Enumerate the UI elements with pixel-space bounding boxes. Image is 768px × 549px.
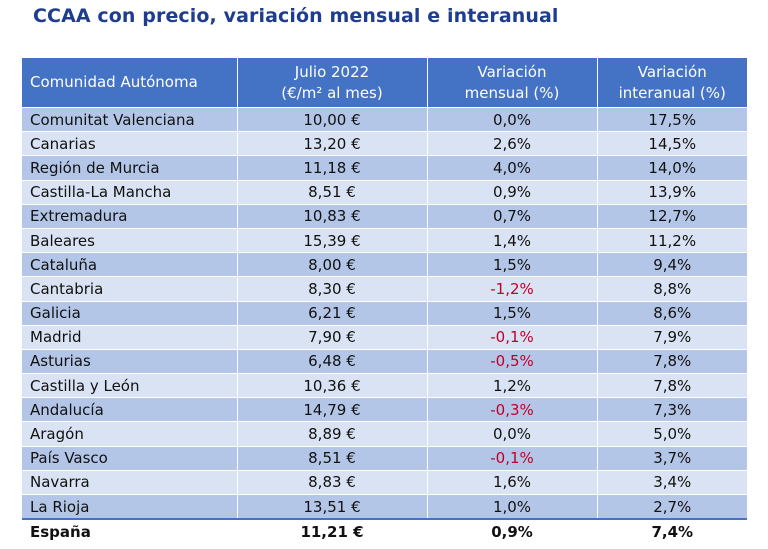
region-cell: Madrid <box>22 324 238 350</box>
region-cell: Galicia <box>22 300 238 326</box>
table-row: Canarias 13,20 €2,6% 14,5% <box>22 131 747 156</box>
ccaa-price-table: Comunidad Autónoma Julio 2022 (€/m² al me… <box>22 58 747 544</box>
monthly-cell: 1,6% <box>427 469 598 495</box>
table-row: Cantabria 8,30 € -1,2% 8,8% <box>22 276 747 301</box>
header-price: Julio 2022 (€/m² al mes) <box>237 58 428 108</box>
region-cell: Cataluña <box>22 252 238 277</box>
monthly-cell: 0,0% <box>427 421 598 447</box>
region-cell: Región de Murcia <box>22 155 238 181</box>
price-cell: 8,00 € <box>237 252 428 277</box>
monthly-cell: 4,0% <box>427 155 598 181</box>
monthly-cell: 1,0% <box>427 494 598 520</box>
table-row: Castilla-La Mancha 8,51 €0,9% 13,9% <box>22 179 747 205</box>
monthly-cell: 1,2% <box>427 373 598 398</box>
price-cell: 6,21 € <box>237 300 428 326</box>
region-cell: Navarra <box>22 469 238 495</box>
table-row: Región de Murcia 11,18 €4,0% 14,0% <box>22 155 747 181</box>
annual-cell: 3,4% <box>597 469 747 495</box>
annual-cell: 2,7% <box>597 494 747 520</box>
annual-cell: 14,0% <box>597 155 747 181</box>
monthly-cell: -0,1% <box>427 445 598 471</box>
price-cell: 8,51 € <box>237 445 428 471</box>
region-cell: La Rioja <box>22 494 238 520</box>
annual-cell: 7,9% <box>597 324 747 350</box>
price-cell: 13,20 € <box>237 131 428 156</box>
region-cell: Canarias <box>22 131 238 156</box>
table-row: Navarra 8,83 €1,6% 3,4% <box>22 469 747 495</box>
annual-cell: 17,5% <box>597 106 747 132</box>
annual-cell: 7,3% <box>597 397 747 422</box>
monthly-cell: -1,2% <box>427 276 598 301</box>
table-row: Comunitat Valenciana 10,00 €0,0% 17,5% <box>22 106 747 132</box>
region-cell: Cantabria <box>22 276 238 301</box>
annual-cell: 14,5% <box>597 131 747 156</box>
price-cell: 11,18 € <box>237 155 428 181</box>
price-cell: 8,89 € <box>237 421 428 447</box>
annual-cell: 11,2% <box>597 227 747 253</box>
region-cell: Comunitat Valenciana <box>22 106 238 132</box>
price-cell: 8,83 € <box>237 469 428 495</box>
region-cell: Andalucía <box>22 397 238 422</box>
region-cell: Baleares <box>22 227 238 253</box>
annual-cell: 3,7% <box>597 445 747 471</box>
price-cell: 14,79 € <box>237 397 428 422</box>
table-row: La Rioja 13,51 €1,0% 2,7% <box>22 494 747 520</box>
total-region-cell: España <box>22 518 238 544</box>
page-title: CCAA con precio, variación mensual e int… <box>33 5 559 27</box>
monthly-cell: 1,5% <box>427 300 598 326</box>
monthly-cell: 2,6% <box>427 131 598 156</box>
total-monthly-cell: 0,9% <box>427 518 598 544</box>
price-cell: 13,51 € <box>237 494 428 520</box>
monthly-cell: 0,9% <box>427 179 598 205</box>
table-row: Baleares 15,39 €1,4% 11,2% <box>22 227 747 253</box>
table-row: Extremadura 10,83 €0,7% 12,7% <box>22 203 747 229</box>
total-annual-cell: 7,4% <box>597 518 747 544</box>
monthly-cell: -0,5% <box>427 348 598 374</box>
annual-cell: 12,7% <box>597 203 747 229</box>
table-row: Asturias 6,48 € -0,5% 7,8% <box>22 348 747 374</box>
total-price-cell: 11,21 € <box>237 518 428 544</box>
region-cell: País Vasco <box>22 445 238 471</box>
price-cell: 8,30 € <box>237 276 428 301</box>
price-cell: 15,39 € <box>237 227 428 253</box>
table-row: Madrid 7,90 € -0,1% 7,9% <box>22 324 747 350</box>
header-region: Comunidad Autónoma <box>22 58 238 108</box>
price-cell: 7,90 € <box>237 324 428 350</box>
total-row: España 11,21 €0,9% 7,4% <box>22 518 747 544</box>
table-header-row: Comunidad Autónoma Julio 2022 (€/m² al me… <box>22 58 747 108</box>
table-row: País Vasco 8,51 € -0,1% 3,7% <box>22 445 747 471</box>
header-monthly-variation: Variación mensual (%) <box>427 58 598 108</box>
table-row: Castilla y León 10,36 €1,2% 7,8% <box>22 373 747 398</box>
region-cell: Castilla y León <box>22 373 238 398</box>
monthly-cell: 1,5% <box>427 252 598 277</box>
header-annual-variation: Variación interanual (%) <box>597 58 747 108</box>
monthly-cell: 0,0% <box>427 106 598 132</box>
price-cell: 10,36 € <box>237 373 428 398</box>
price-cell: 10,00 € <box>237 106 428 132</box>
price-cell: 10,83 € <box>237 203 428 229</box>
annual-cell: 9,4% <box>597 252 747 277</box>
annual-cell: 13,9% <box>597 179 747 205</box>
monthly-cell: 0,7% <box>427 203 598 229</box>
annual-cell: 8,6% <box>597 300 747 326</box>
annual-cell: 5,0% <box>597 421 747 447</box>
region-cell: Castilla-La Mancha <box>22 179 238 205</box>
table-row: Aragón 8,89 €0,0% 5,0% <box>22 421 747 447</box>
monthly-cell: 1,4% <box>427 227 598 253</box>
table-row: Cataluña 8,00 €1,5% 9,4% <box>22 252 747 277</box>
region-cell: Extremadura <box>22 203 238 229</box>
monthly-cell: -0,3% <box>427 397 598 422</box>
annual-cell: 7,8% <box>597 373 747 398</box>
price-cell: 8,51 € <box>237 179 428 205</box>
region-cell: Aragón <box>22 421 238 447</box>
region-cell: Asturias <box>22 348 238 374</box>
price-cell: 6,48 € <box>237 348 428 374</box>
table-row: Andalucía 14,79 € -0,3% 7,3% <box>22 397 747 422</box>
annual-cell: 8,8% <box>597 276 747 301</box>
monthly-cell: -0,1% <box>427 324 598 350</box>
table-row: Galicia 6,21 €1,5% 8,6% <box>22 300 747 326</box>
annual-cell: 7,8% <box>597 348 747 374</box>
